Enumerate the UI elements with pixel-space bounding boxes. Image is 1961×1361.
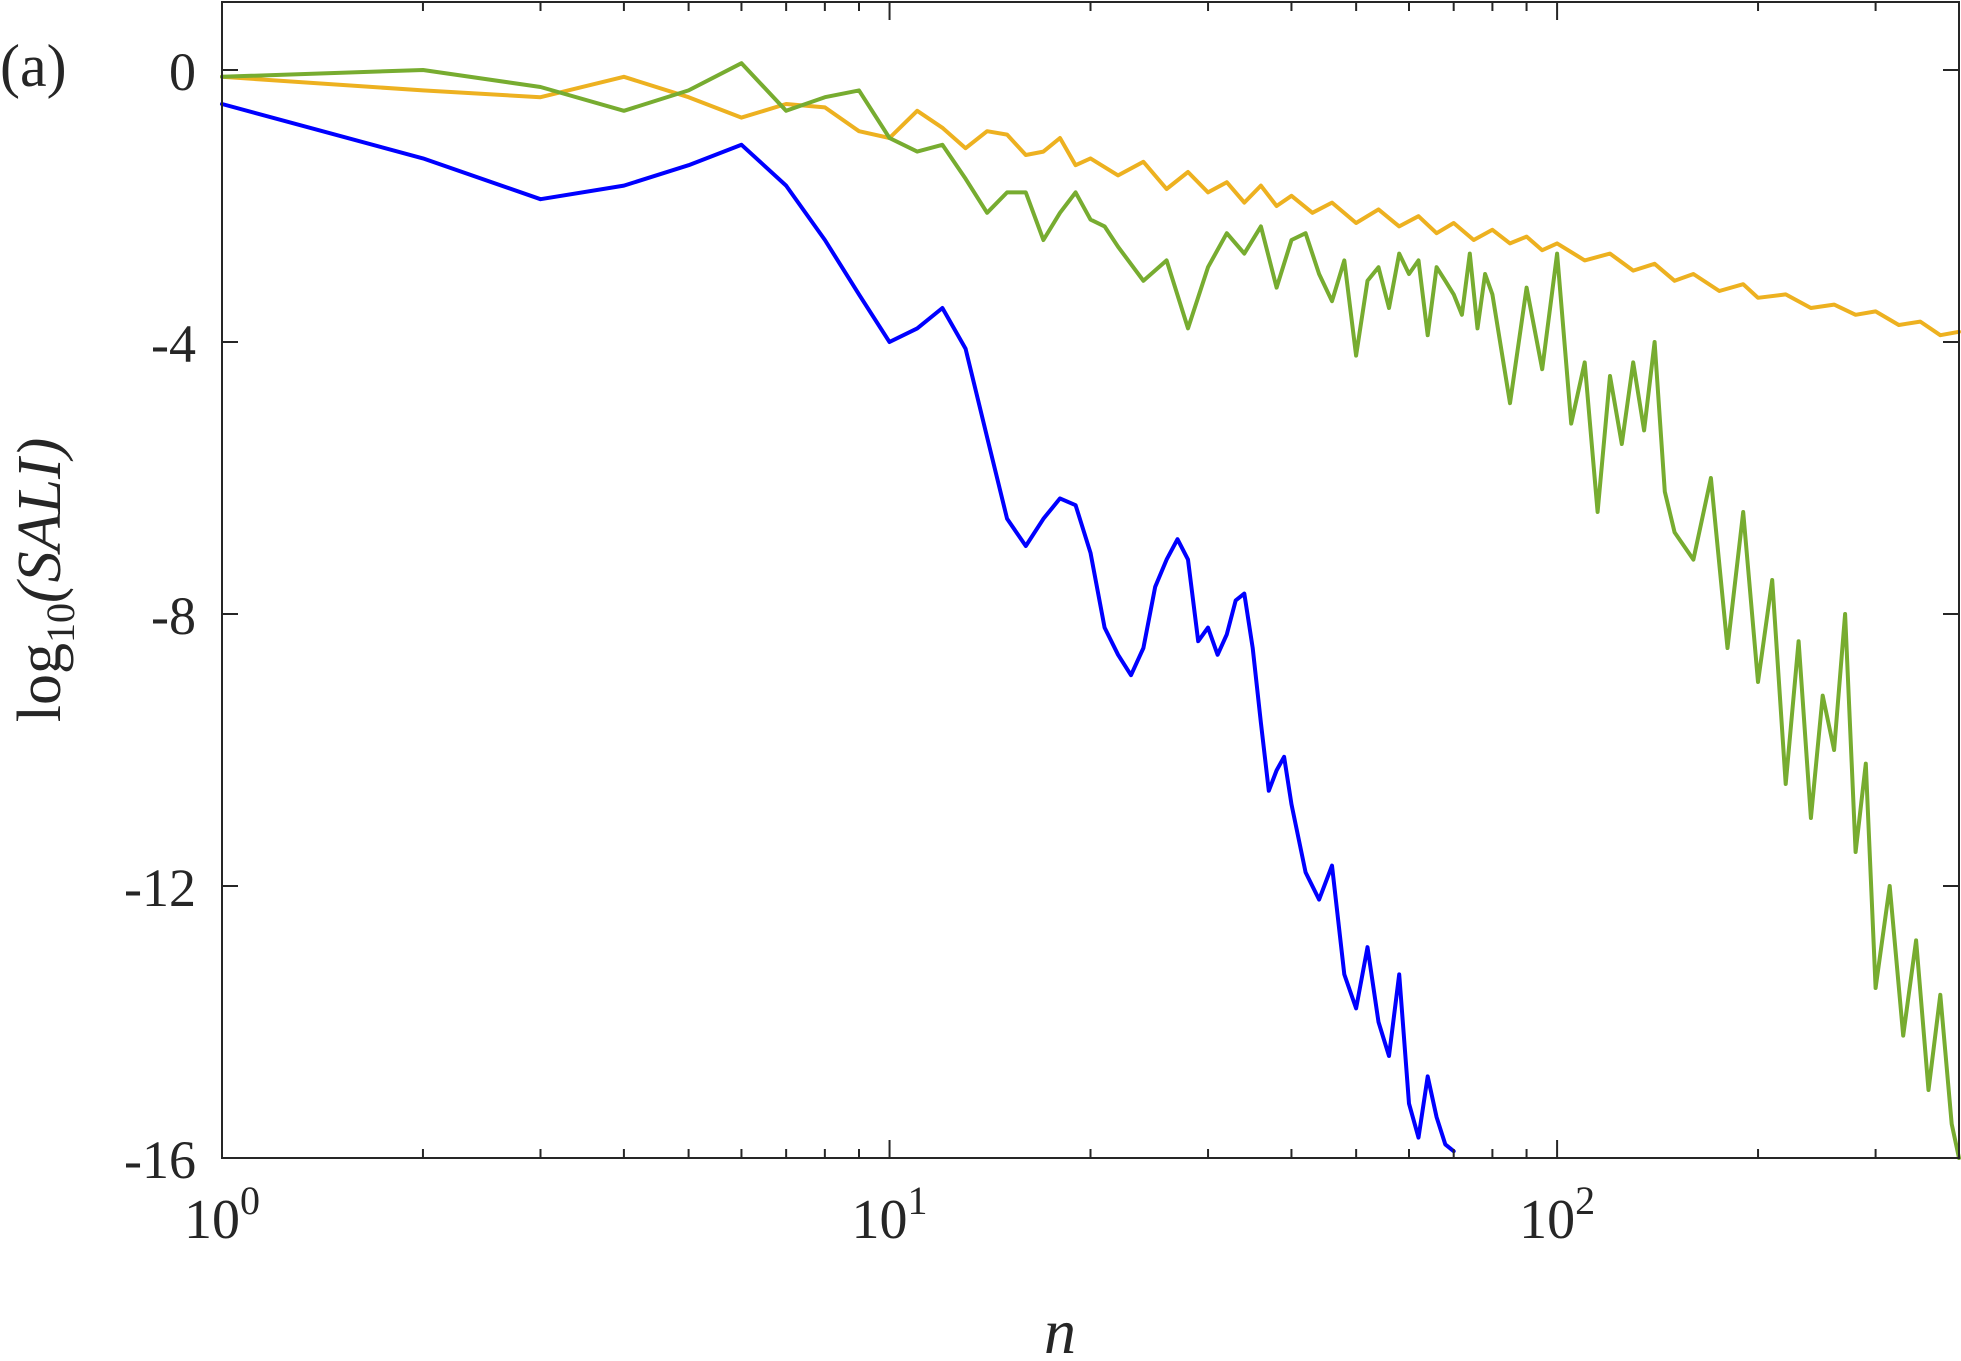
x-axis-label: n: [1044, 1296, 1076, 1361]
series-line-3: [220, 102, 1456, 1154]
y-axis-label-subscript: 10: [38, 603, 83, 643]
series-layer: [220, 61, 1961, 1160]
x-tick-label: 100: [184, 1178, 260, 1251]
series-line-1: [220, 74, 1961, 338]
svg-text:log10(SALI): log10(SALI): [6, 438, 83, 723]
y-tick-label: -4: [151, 314, 196, 374]
y-tick-label: 0: [169, 42, 196, 102]
y-axis-label-log: log: [6, 643, 74, 722]
y-tick-label: -8: [151, 586, 196, 646]
y-tick-label: -12: [124, 858, 196, 918]
series-line-2: [220, 61, 1961, 1160]
y-axis-label: log10(SALI): [6, 438, 83, 723]
x-tick-label: 101: [852, 1178, 928, 1251]
plot-frame: [221, 1, 1960, 1159]
panel-label: (a): [0, 33, 67, 99]
y-tick-label: -16: [124, 1130, 196, 1190]
y-axis-label-arg: (SALI): [6, 438, 74, 603]
x-tick-label: 102: [1519, 1178, 1595, 1251]
